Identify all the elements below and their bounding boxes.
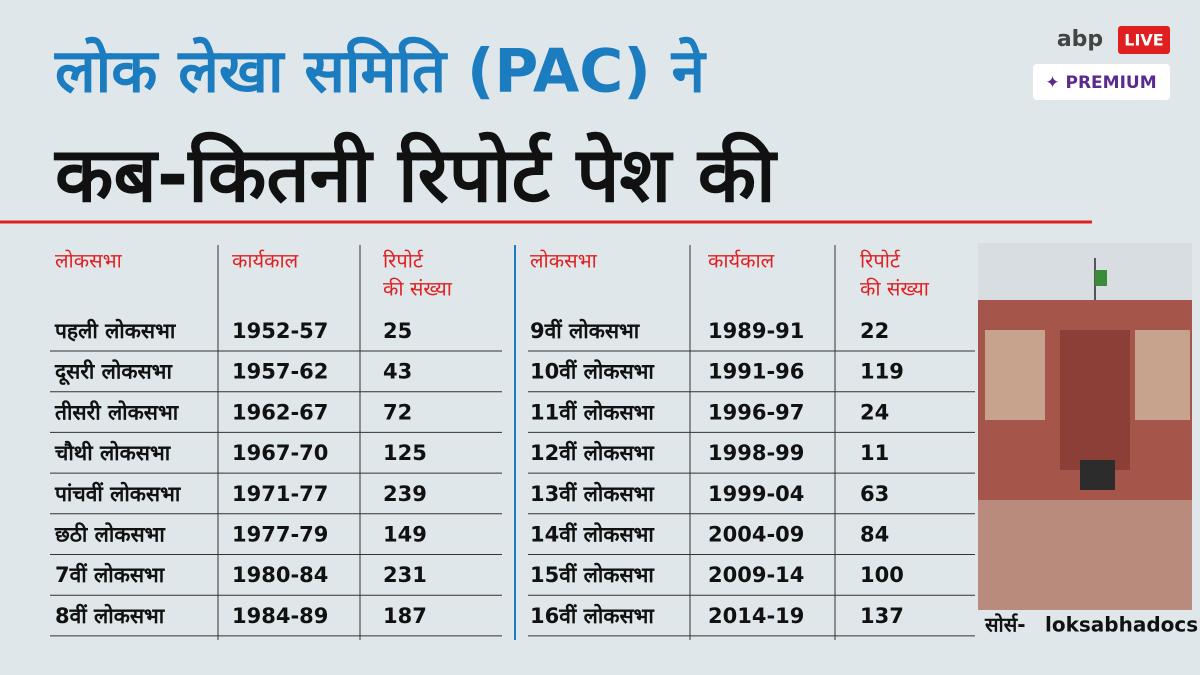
table-cell: 1998-99 xyxy=(708,441,804,465)
table-cell: 16वीं लोकसभा xyxy=(530,603,655,628)
column-header: कार्यकाल xyxy=(232,249,299,273)
live-badge xyxy=(1118,26,1170,54)
table-cell: 11 xyxy=(860,441,889,465)
table-cell: 187 xyxy=(383,604,427,628)
column-header: लोकसभा xyxy=(530,249,598,273)
table-cell: 1971-77 xyxy=(232,482,328,506)
column-header: रिपोर्ट xyxy=(383,249,424,273)
table-cell: पांचवीं लोकसभा xyxy=(54,481,182,506)
column-header: की संख्या xyxy=(383,277,453,301)
table-cell: 15वीं लोकसभा xyxy=(530,562,655,587)
table-cell: पहली लोकसभा xyxy=(54,318,177,343)
table-cell: 1996-97 xyxy=(708,400,804,424)
table-cell: 119 xyxy=(860,360,904,384)
table-cell: दूसरी लोकसभा xyxy=(54,359,173,386)
premium-badge xyxy=(1033,64,1170,100)
table-cell: 72 xyxy=(383,400,412,424)
photo xyxy=(978,243,1192,610)
table-cell: 137 xyxy=(860,604,904,628)
table-cell: 22 xyxy=(860,319,889,343)
table-cell: 8वीं लोकसभा xyxy=(55,603,166,628)
table-cell: 63 xyxy=(860,482,889,506)
table-cell: 1991-96 xyxy=(708,360,804,384)
table-cell: 2014-19 xyxy=(708,604,804,628)
table-cell: 13वीं लोकसभा xyxy=(530,481,655,506)
table-cell: 231 xyxy=(383,563,427,587)
source-label: सोर्स- xyxy=(984,613,1026,637)
table-cell: 1967-70 xyxy=(232,441,328,465)
column-header: रिपोर्ट xyxy=(860,249,901,273)
table-cell: 7वीं लोकसभा xyxy=(55,562,166,587)
table-cell: 100 xyxy=(860,563,904,587)
table-cell: 125 xyxy=(383,441,427,465)
table-cell: 1999-04 xyxy=(708,482,804,506)
table-cell: 2004-09 xyxy=(708,523,804,547)
live-text: LIVE xyxy=(1124,31,1163,50)
table-cell: छठी लोकसभा xyxy=(54,522,166,547)
table-cell: 10वीं लोकसभा xyxy=(530,359,655,384)
title-line2: कब-कितनी रिपोर्ट पेश की xyxy=(53,130,778,219)
column-header: लोकसभा xyxy=(55,249,123,273)
table-cell: 239 xyxy=(383,482,427,506)
table-cell: 1962-67 xyxy=(232,400,328,424)
table-cell: 14वीं लोकसभा xyxy=(530,522,655,547)
table-cell: 1952-57 xyxy=(232,319,328,343)
source-value: loksabhadocs xyxy=(1045,613,1198,637)
column-header: कार्यकाल xyxy=(708,249,775,273)
table-cell: 149 xyxy=(383,523,427,547)
table-cell: 24 xyxy=(860,400,889,424)
table-cell: 1977-79 xyxy=(232,523,328,547)
table-cell: 25 xyxy=(383,319,412,343)
table-cell: 1984-89 xyxy=(232,604,328,628)
table-cell: 12वीं लोकसभा xyxy=(530,440,655,465)
table-cell: 2009-14 xyxy=(708,563,804,587)
column-header: की संख्या xyxy=(860,277,930,301)
table-cell: चौथी लोकसभा xyxy=(54,440,172,465)
title-line1: लोक लेखा समिति (PAC) ने xyxy=(54,37,708,107)
table-cell: 43 xyxy=(383,360,412,384)
premium-text: ✦ PREMIUM xyxy=(1045,73,1156,93)
table-cell: 1957-62 xyxy=(232,360,328,384)
logo-brand: abp xyxy=(1057,27,1103,52)
table-cell: 1980-84 xyxy=(232,563,328,587)
table-cell: 84 xyxy=(860,523,889,547)
table-cell: 9वीं लोकसभा xyxy=(530,318,641,343)
table-cell: 11वीं लोकसभा xyxy=(530,399,655,424)
table-cell: 1989-91 xyxy=(708,319,804,343)
table-cell: तीसरी लोकसभा xyxy=(54,399,180,424)
